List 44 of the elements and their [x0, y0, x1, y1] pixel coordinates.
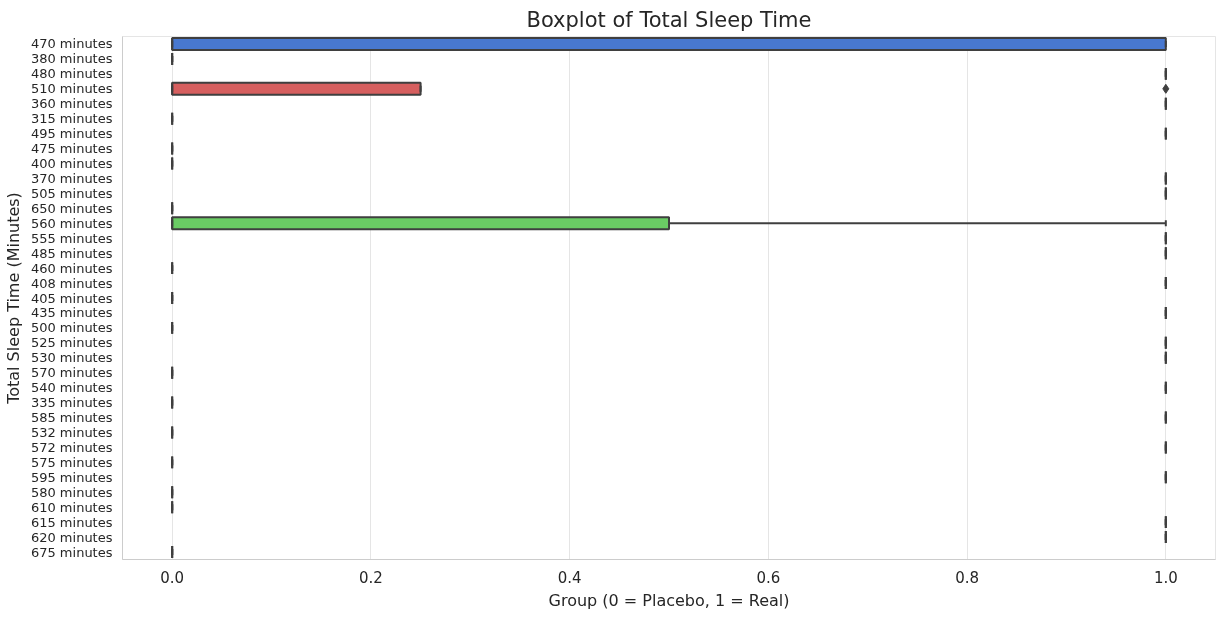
y-tick-label: 675 minutes	[30, 544, 113, 560]
y-tick-label: 360 minutes	[30, 96, 113, 112]
y-tick-label: 370 minutes	[30, 170, 113, 186]
y-tick-label: 532 minutes	[30, 424, 113, 440]
chart-title: Boxplot of Total Sleep Time	[526, 7, 812, 32]
y-tick-label: 500 minutes	[30, 320, 113, 336]
y-tick-label: 525 minutes	[30, 335, 113, 351]
x-tick-label: 0.8	[955, 568, 980, 587]
y-tick-label: 575 minutes	[30, 454, 113, 470]
x-tick-label: 1.0	[1153, 568, 1178, 587]
y-tick-label: 555 minutes	[30, 230, 113, 246]
y-tick-label: 572 minutes	[30, 439, 113, 455]
y-tick-label: 615 minutes	[30, 514, 113, 530]
y-tick-label: 460 minutes	[30, 260, 113, 276]
y-tick-label: 315 minutes	[30, 111, 113, 127]
x-axis-title: Group (0 = Placebo, 1 = Real)	[548, 590, 790, 610]
y-tick-label: 585 minutes	[30, 410, 113, 426]
x-tick-label: 0.6	[756, 568, 781, 587]
y-tick-label: 650 minutes	[30, 200, 113, 216]
y-tick-label: 595 minutes	[30, 469, 113, 485]
x-tick-label: 0.4	[557, 568, 582, 587]
y-tick-label: 475 minutes	[30, 141, 113, 157]
y-tick-label: 435 minutes	[30, 305, 113, 321]
y-tick-label: 495 minutes	[30, 126, 113, 142]
y-tick-label: 400 minutes	[30, 156, 113, 172]
y-tick-label: 405 minutes	[30, 290, 113, 306]
y-tick-label: 485 minutes	[30, 245, 113, 261]
y-tick-label: 620 minutes	[30, 529, 113, 545]
y-tick-label: 570 minutes	[30, 365, 113, 381]
x-tick-label: 0.2	[358, 568, 383, 587]
y-tick-label: 505 minutes	[30, 185, 113, 201]
x-tick-label: 0.0	[160, 568, 185, 587]
y-tick-label: 480 minutes	[30, 66, 113, 82]
y-tick-label: 530 minutes	[30, 350, 113, 366]
y-tick-label: 560 minutes	[30, 215, 113, 231]
y-tick-label: 510 minutes	[30, 81, 113, 97]
y-tick-label: 335 minutes	[30, 395, 113, 411]
y-tick-label: 380 minutes	[30, 51, 113, 67]
y-tick-label: 580 minutes	[30, 484, 113, 500]
y-axis-title: Total Sleep Time (Minutes)	[3, 192, 23, 405]
y-tick-label: 540 minutes	[30, 380, 113, 396]
y-tick-label: 610 minutes	[30, 499, 113, 515]
y-tick-label: 470 minutes	[30, 36, 113, 52]
y-tick-label: 408 minutes	[30, 275, 113, 291]
